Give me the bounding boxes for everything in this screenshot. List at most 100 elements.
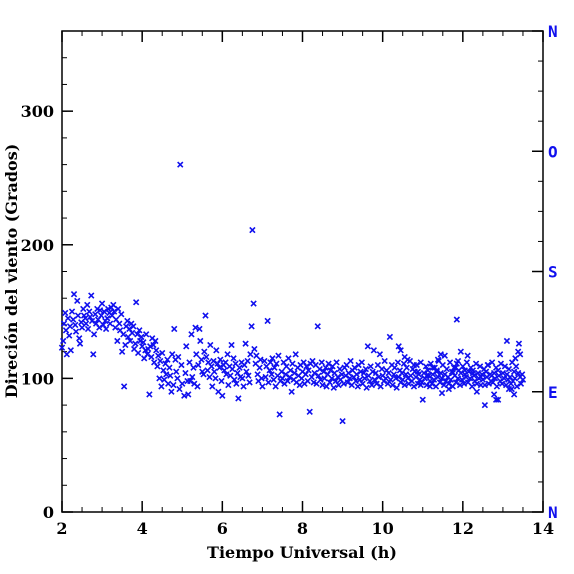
data-point xyxy=(326,379,333,386)
data-point xyxy=(330,384,337,391)
data-point xyxy=(317,376,324,383)
data-point xyxy=(206,373,213,381)
x-tick-label: 2 xyxy=(56,519,67,538)
data-point xyxy=(169,351,176,358)
data-point xyxy=(150,341,157,349)
data-point xyxy=(74,312,82,319)
data-point xyxy=(234,369,241,377)
data-point xyxy=(381,357,388,365)
data-point xyxy=(224,351,231,358)
data-point xyxy=(60,337,67,345)
data-point xyxy=(302,371,309,378)
data-point xyxy=(164,356,171,363)
data-point xyxy=(243,368,250,375)
data-point xyxy=(370,347,378,354)
data-point xyxy=(510,391,518,398)
data-point xyxy=(225,381,232,389)
data-point xyxy=(214,360,221,367)
data-point xyxy=(505,365,513,373)
data-point xyxy=(178,361,185,369)
data-point xyxy=(511,375,519,382)
data-point xyxy=(464,352,471,359)
data-point xyxy=(492,396,500,403)
data-point xyxy=(275,352,282,359)
data-point xyxy=(499,369,507,377)
data-point xyxy=(437,369,444,377)
y-tick-label: 0 xyxy=(43,503,54,522)
data-point xyxy=(140,339,147,346)
data-point xyxy=(203,353,210,361)
data-point xyxy=(437,351,444,358)
data-point xyxy=(306,408,313,415)
x-tick-label: 4 xyxy=(137,519,148,538)
data-point xyxy=(484,361,491,369)
data-point xyxy=(104,315,111,322)
data-point xyxy=(244,357,251,365)
data-point xyxy=(468,383,476,390)
data-point xyxy=(126,325,133,333)
data-point xyxy=(285,355,292,362)
data-point xyxy=(72,328,80,335)
data-point xyxy=(438,389,446,397)
data-point xyxy=(387,376,394,383)
data-point xyxy=(186,359,193,366)
data-point xyxy=(198,356,205,363)
data-point xyxy=(474,369,482,377)
compass-label: N xyxy=(548,503,558,522)
data-point xyxy=(445,385,452,393)
data-point xyxy=(454,357,462,365)
data-point xyxy=(130,323,137,330)
data-point xyxy=(120,383,128,390)
data-point xyxy=(288,388,295,395)
data-point xyxy=(158,383,165,390)
data-point xyxy=(159,349,166,357)
data-point xyxy=(506,373,514,381)
data-point xyxy=(278,368,285,375)
data-point xyxy=(88,317,96,325)
data-point xyxy=(493,383,501,390)
compass-label: S xyxy=(548,263,558,282)
data-point xyxy=(417,359,424,366)
data-point xyxy=(316,365,323,373)
data-point xyxy=(512,355,519,362)
data-point xyxy=(100,321,107,329)
data-point xyxy=(194,383,201,390)
data-point xyxy=(391,364,398,371)
data-point xyxy=(422,363,430,370)
data-point xyxy=(251,345,258,353)
data-point xyxy=(434,356,442,363)
data-point xyxy=(328,375,335,382)
data-point xyxy=(207,341,214,349)
minor-ticks xyxy=(61,30,544,513)
data-point xyxy=(197,337,204,345)
data-point xyxy=(246,379,253,386)
data-point xyxy=(393,384,400,391)
data-point xyxy=(163,371,170,378)
data-point xyxy=(460,380,468,387)
data-point xyxy=(179,380,186,387)
data-point xyxy=(266,367,273,374)
data-point xyxy=(268,371,275,378)
data-point xyxy=(223,371,230,378)
data-point xyxy=(401,353,408,361)
data-point xyxy=(289,360,296,367)
data-point xyxy=(371,376,378,383)
data-point xyxy=(122,341,129,349)
data-point xyxy=(360,369,367,377)
data-point xyxy=(165,380,172,387)
data-point xyxy=(177,161,184,168)
y-axis-ticks: 0 100 200 300 xyxy=(21,102,73,522)
data-point xyxy=(82,320,90,327)
data-point xyxy=(395,343,402,350)
data-point xyxy=(300,359,307,366)
data-point xyxy=(319,381,326,389)
data-point xyxy=(463,359,471,366)
data-point xyxy=(208,363,215,370)
data-point xyxy=(134,349,142,357)
data-point xyxy=(250,300,257,307)
data-point xyxy=(403,364,410,371)
data-point xyxy=(264,317,271,325)
data-point xyxy=(477,373,485,381)
data-point xyxy=(346,375,353,382)
